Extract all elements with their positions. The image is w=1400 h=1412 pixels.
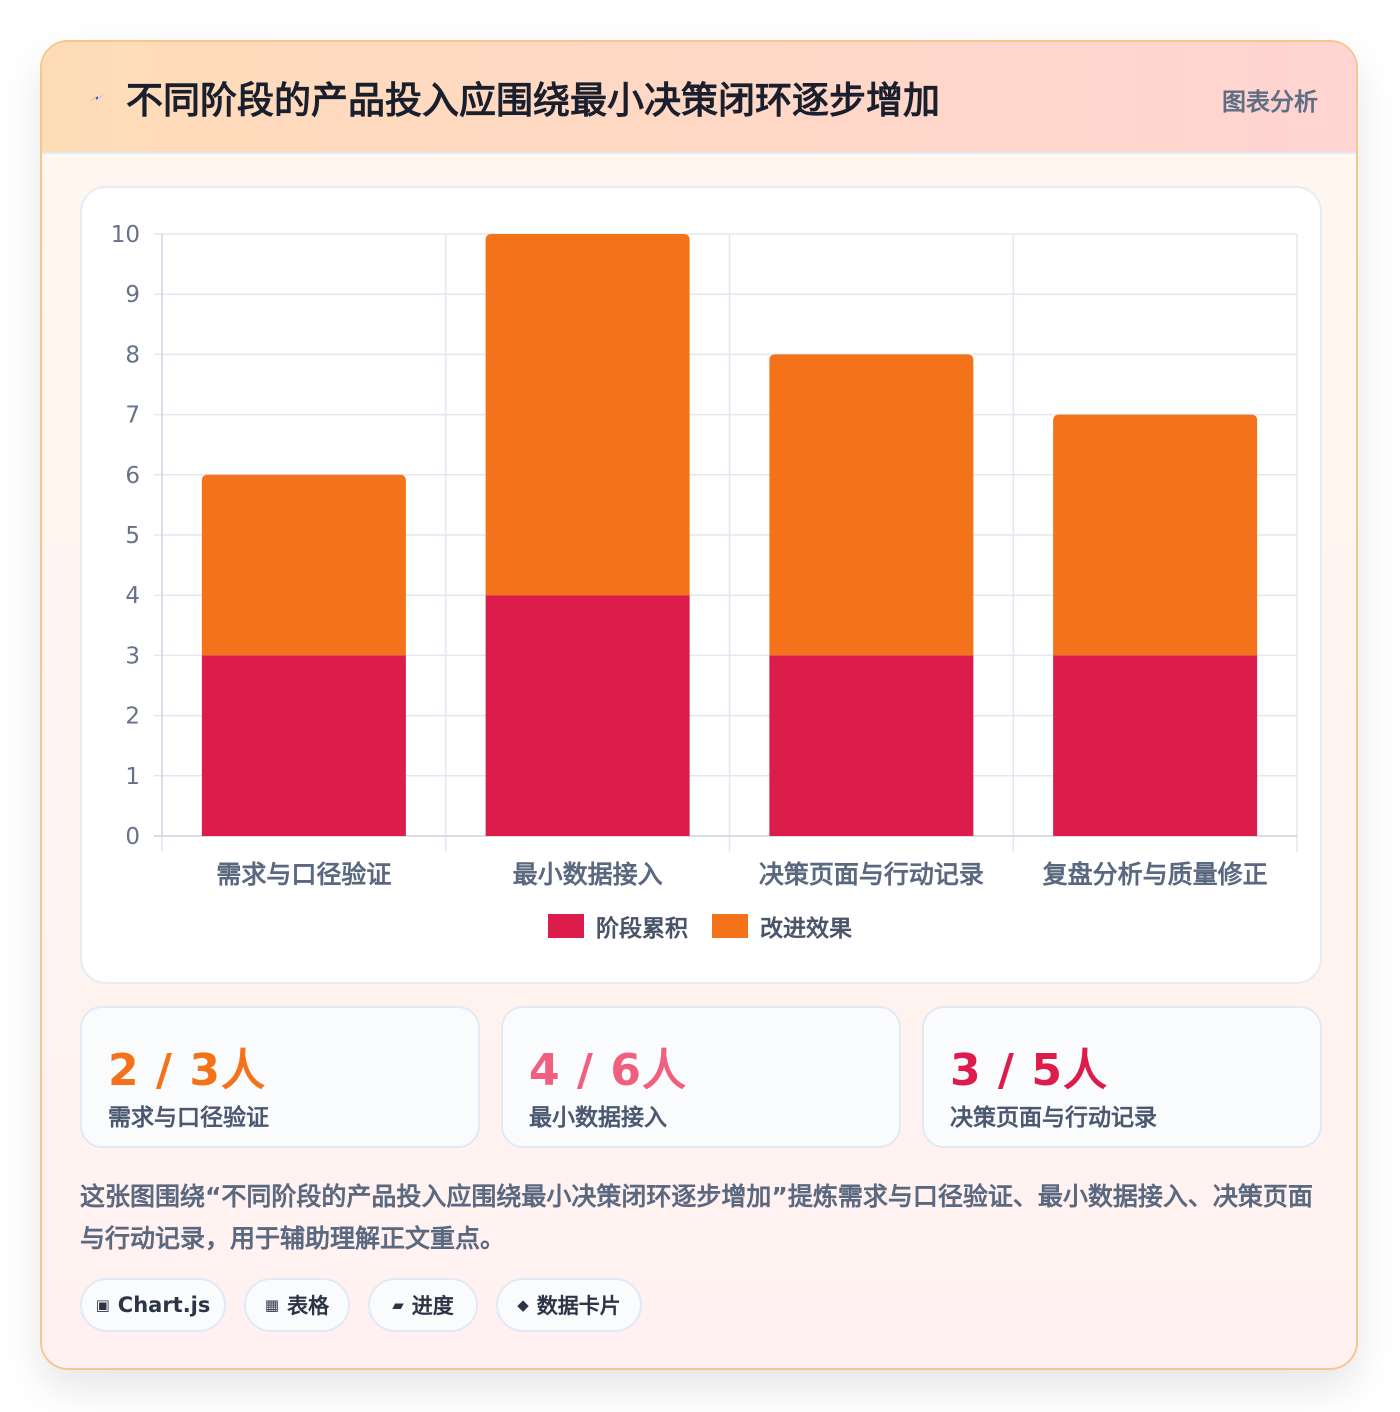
chip-table[interactable]: ▦ 表格 bbox=[244, 1278, 350, 1332]
chip-chartjs[interactable]: ▣ Chart.js bbox=[80, 1278, 226, 1332]
chip-label: 进度 bbox=[411, 1294, 454, 1318]
x-tick-label: 决策页面与行动记录 bbox=[759, 860, 984, 889]
stat-card: 2 / 3人 需求与口径验证 bbox=[80, 1006, 480, 1148]
x-tick-label: 需求与口径验证 bbox=[216, 860, 391, 889]
y-tick-label: 6 bbox=[125, 463, 140, 489]
stat-label: 决策页面与行动记录 bbox=[950, 1105, 1157, 1131]
chart-description: 这张图围绕“不同阶段的产品投入应围绕最小决策闭环逐步增加”提炼需求与口径验证、最… bbox=[80, 1182, 1313, 1253]
y-tick-label: 3 bbox=[125, 643, 140, 669]
y-tick-label: 0 bbox=[125, 824, 140, 850]
table-icon: ▦ bbox=[264, 1296, 280, 1314]
diamond-icon: ◆ bbox=[517, 1296, 529, 1314]
stat-value: 3 / 5人 bbox=[950, 1045, 1108, 1096]
stat-label: 需求与口径验证 bbox=[108, 1105, 269, 1131]
chart-analysis-link[interactable]: 图表分析 bbox=[1222, 88, 1318, 116]
lightning-icon bbox=[88, 93, 106, 103]
stat-value: 2 / 3人 bbox=[108, 1045, 266, 1096]
y-tick-label: 7 bbox=[125, 403, 140, 429]
bar-segment bbox=[769, 354, 974, 656]
bar-segment bbox=[485, 234, 690, 596]
y-tick-label: 10 bbox=[111, 222, 140, 248]
y-tick-label: 4 bbox=[125, 583, 140, 609]
stacked-bar-chart: 0 1 2 3 4 5 6 7 8 9 10 需求与口径验证 最小数据接入 决策页面与行动记录 复盘分析与质… bbox=[111, 222, 1298, 942]
chip-label: 数据卡片 bbox=[536, 1294, 621, 1318]
chip-label: Chart.js bbox=[117, 1293, 211, 1317]
chart-panel: 0 1 2 3 4 5 6 7 8 9 10 需求与口径验证 最小数据接入 决策页面与行动记录 复盘分析与质… bbox=[80, 186, 1322, 984]
chip-progress[interactable]: ▰ 进度 bbox=[368, 1278, 478, 1332]
x-tick-label: 复盘分析与质量修正 bbox=[1043, 860, 1268, 889]
legend-swatch bbox=[548, 914, 584, 938]
y-tick-label: 5 bbox=[125, 523, 140, 549]
bar-segment bbox=[769, 655, 974, 836]
y-tick-label: 8 bbox=[125, 342, 140, 368]
chip-data-card[interactable]: ◆ 数据卡片 bbox=[496, 1278, 642, 1332]
stat-value: 4 / 6人 bbox=[529, 1045, 687, 1096]
card-header: 不同阶段的产品投入应围绕最小决策闭环逐步增加 图表分析 bbox=[42, 42, 1356, 154]
y-tick-label: 2 bbox=[125, 704, 140, 730]
page-title: 不同阶段的产品投入应围绕最小决策闭环逐步增加 bbox=[126, 79, 940, 122]
legend-label: 阶段累积 bbox=[596, 915, 688, 942]
legend-swatch bbox=[712, 914, 748, 938]
bar-segment bbox=[1053, 655, 1258, 836]
stat-cards: 2 / 3人 需求与口径验证 4 / 6人 最小数据接入 3 / 5人 决策页面… bbox=[80, 1006, 1322, 1150]
bar-segment bbox=[201, 655, 406, 836]
y-tick-label: 1 bbox=[125, 764, 140, 790]
bar-segment bbox=[201, 474, 406, 656]
x-tick-label: 最小数据接入 bbox=[513, 860, 663, 889]
stat-card: 4 / 6人 最小数据接入 bbox=[501, 1006, 901, 1148]
bar-segment bbox=[485, 595, 690, 836]
y-tick-label: 9 bbox=[125, 282, 140, 308]
chart-card: 不同阶段的产品投入应围绕最小决策闭环逐步增加 图表分析 0 1 2 3 4 5 6 7 8 9 10… bbox=[40, 40, 1358, 1370]
chart-icon: ▣ bbox=[95, 1296, 110, 1314]
bar-segment bbox=[1053, 414, 1258, 656]
legend-label: 改进效果 bbox=[760, 915, 852, 942]
progress-icon: ▰ bbox=[392, 1296, 404, 1314]
stat-label: 最小数据接入 bbox=[529, 1105, 667, 1131]
stat-card: 3 / 5人 决策页面与行动记录 bbox=[922, 1006, 1322, 1148]
chip-label: 表格 bbox=[287, 1294, 330, 1318]
